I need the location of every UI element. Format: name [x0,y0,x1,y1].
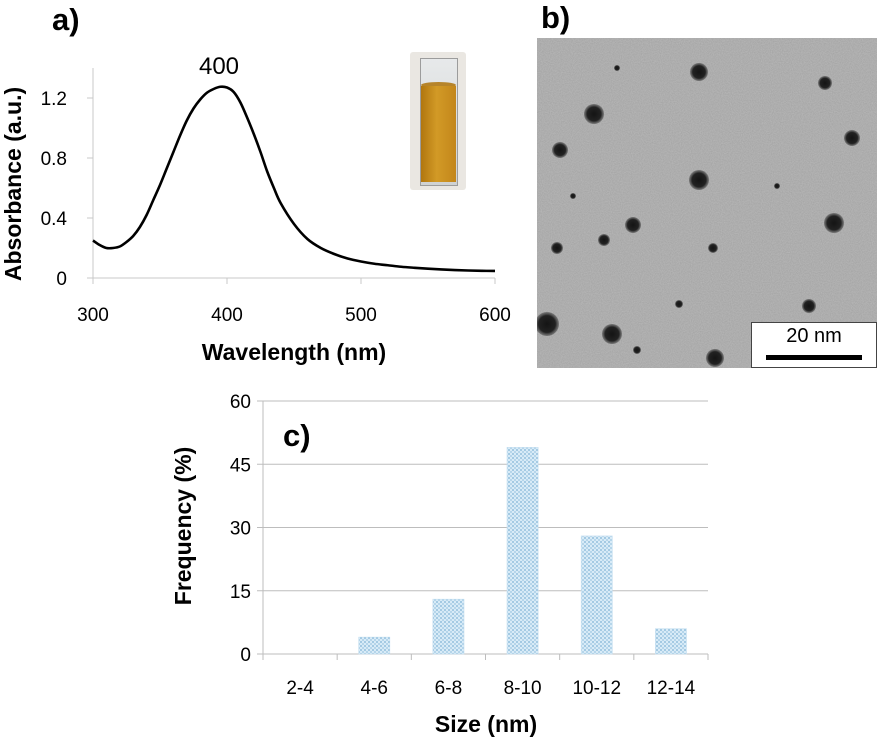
x-tick-label: 10-12 [572,678,621,699]
y-tick-label: 0.4 [41,209,68,230]
nanoparticle [551,242,563,254]
y-tick-label: 1.2 [41,89,67,110]
cuvette-meniscus [421,82,456,88]
peak-label: 400 [199,53,239,80]
x-tick-label: 2-4 [286,678,314,699]
nanoparticle [614,65,620,71]
x-tick-label: 300 [77,305,109,326]
nanoparticle [675,300,683,308]
y-tick-label: 45 [230,455,251,476]
nanoparticle [708,243,718,253]
nanoparticle [774,183,780,189]
y-axis-label: Absorbance (a.u.) [0,87,26,281]
tem-micrograph [537,38,877,368]
nanoparticle [706,349,724,367]
absorbance-series-line [92,85,496,273]
nanoparticle [598,234,610,246]
x-tick-label: 8-10 [504,678,542,699]
y-tick-label: 0 [240,645,251,666]
scale-bar-label: 20 nm [786,325,842,347]
x-tick-label: 400 [211,305,243,326]
nanoparticle [824,213,844,233]
nanoparticle [633,346,641,354]
nanoparticle [844,130,860,146]
cuvette-photo [410,52,466,190]
x-tick-label: 500 [345,305,377,326]
y-axis-label: Frequency (%) [170,447,196,605]
x-tick-label: 4-6 [361,678,388,699]
x-tick-label: 6-8 [435,678,462,699]
tem-grain [537,38,877,368]
panel-label-a: a) [52,2,80,37]
nanoparticle [625,217,641,233]
scale-bar [766,355,862,360]
panel-label-c: c) [283,418,311,453]
y-tick-label: 0 [56,269,67,290]
nanoparticle [552,142,568,158]
absorbance-chart: 0 0.4 0.8 1.2 300 400 500 600 400 Wavelength (… [0,53,511,365]
x-tick-label: 12-14 [647,678,696,699]
nanoparticle [818,76,832,90]
nanoparticle [802,299,816,313]
tem-image: 20 nm [537,38,877,368]
histogram-bar [506,447,539,655]
nanoparticle [689,170,709,190]
y-tick-label: 15 [230,582,251,603]
nanoparticle [537,312,559,336]
histogram-bar [432,598,465,655]
histogram-bar [580,535,613,655]
x-tick-label: 600 [479,305,511,326]
histogram-bar [655,628,687,655]
nanoparticle [584,104,604,124]
y-tick-label: 30 [230,519,251,540]
panel-label-b: b) [541,0,571,35]
nanoparticle [690,63,708,81]
histogram-bar [358,636,391,655]
x-axis-label: Size (nm) [435,711,537,737]
size-histogram: 0 15 30 45 60 2-4 4-6 6-8 8-10 10-12 12-14 Size (… [170,392,709,737]
x-axis-label: Wavelength (nm) [202,339,386,365]
scale-bar-box: 20 nm [751,322,877,368]
nanoparticle [602,324,622,344]
y-tick-label: 0.8 [41,149,67,170]
y-tick-label: 60 [230,392,251,413]
cuvette-liquid [421,86,456,182]
nanoparticle [570,193,576,199]
